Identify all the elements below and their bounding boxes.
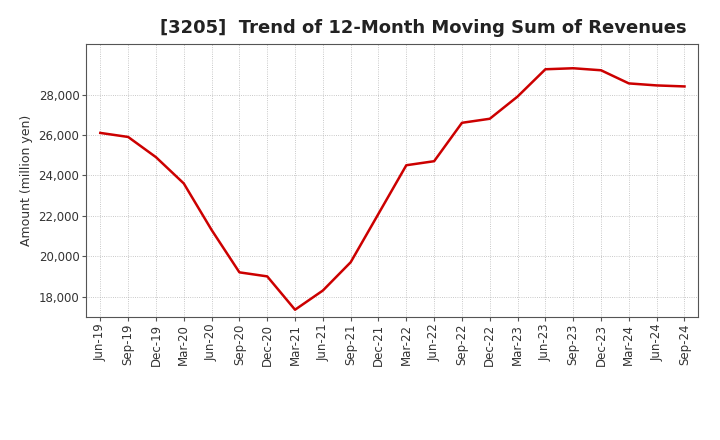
Text: [3205]  Trend of 12-Month Moving Sum of Revenues: [3205] Trend of 12-Month Moving Sum of R… [160,19,686,37]
Y-axis label: Amount (million yen): Amount (million yen) [20,115,33,246]
